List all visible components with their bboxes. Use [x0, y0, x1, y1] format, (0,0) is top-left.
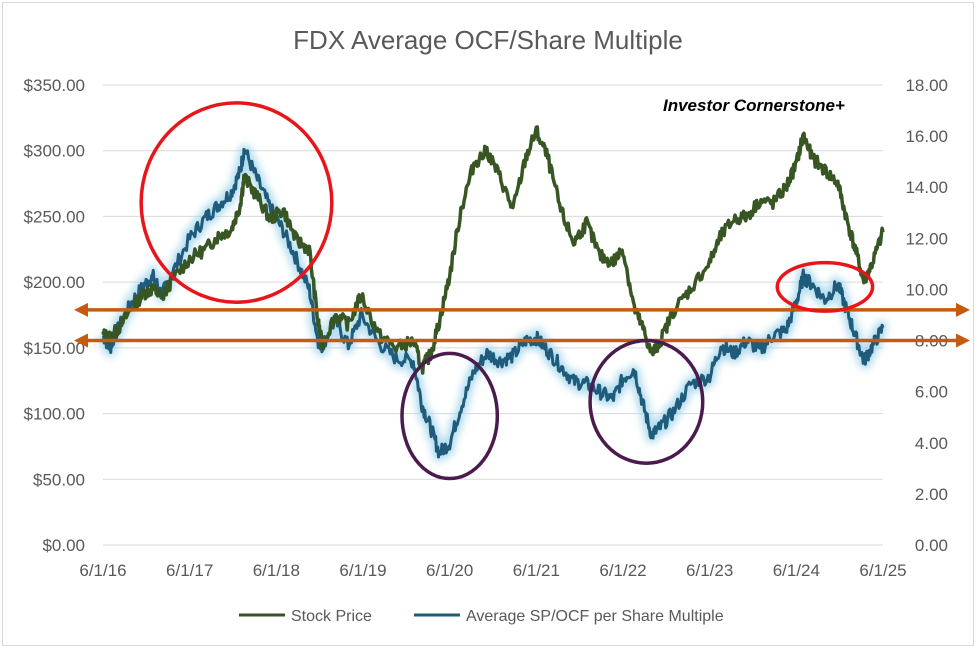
x-tick-label: 6/1/16 [79, 561, 126, 580]
right-tick-label: 18.00 [905, 76, 948, 95]
x-tick-label: 6/1/23 [686, 561, 733, 580]
right-tick-label: 12.00 [905, 229, 948, 248]
x-tick-label: 6/1/25 [859, 561, 906, 580]
highlight-ellipses [139, 101, 875, 481]
legend-label-multiple: Average SP/OCF per Share Multiple [466, 608, 724, 625]
highlight-ellipse [139, 101, 334, 304]
left-axis: $0.00 $50.00 $100.00 $150.00 $200.00 $250.00 $… [24, 76, 85, 555]
gridlines [103, 84, 883, 546]
x-tick-label: 6/1/19 [339, 561, 386, 580]
left-tick-label: $200.00 [24, 273, 85, 292]
x-axis: 6/1/16 6/1/17 6/1/18 6/1/19 6/1/20 6/1/21 6/1/… [79, 561, 906, 580]
series-stock-price-line [101, 125, 885, 375]
highlight-ellipse [400, 351, 500, 481]
right-tick-label: 16.00 [905, 127, 948, 146]
x-tick-label: 6/1/20 [426, 561, 473, 580]
right-tick-label: 10.00 [905, 280, 948, 299]
highlight-ellipse [775, 260, 875, 313]
series-multiple-glow [98, 144, 888, 462]
right-tick-label: 6.00 [915, 383, 948, 402]
x-tick-label: 6/1/22 [599, 561, 646, 580]
right-tick-label: 4.00 [915, 434, 948, 453]
highlight-ellipse [588, 338, 705, 465]
left-tick-label: $250.00 [24, 207, 85, 226]
right-axis: 0.002.004.006.008.0010.0012.0014.0016.00… [905, 76, 948, 555]
left-tick-label: $50.00 [33, 470, 85, 489]
chart-title: FDX Average OCF/Share Multiple [293, 25, 683, 55]
left-tick-label: $300.00 [24, 142, 85, 161]
right-tick-label: 0.00 [915, 536, 948, 555]
line-chart: FDX Average OCF/Share Multiple $0.00 $50.… [24, 25, 970, 625]
right-tick-label: 2.00 [915, 485, 948, 504]
right-tick-label: 14.00 [905, 178, 948, 197]
left-tick-label: $350.00 [24, 76, 85, 95]
left-tick-label: $150.00 [24, 339, 85, 358]
watermark-annotation: Investor Cornerstone+ [663, 96, 845, 115]
series-multiple-line [102, 147, 885, 459]
legend: Stock Price Average SP/OCF per Share Mul… [239, 608, 724, 625]
left-tick-label: $100.00 [24, 405, 85, 424]
x-tick-label: 6/1/18 [253, 561, 300, 580]
x-tick-label: 6/1/24 [773, 561, 820, 580]
left-tick-label: $0.00 [42, 536, 85, 555]
legend-label-stock-price: Stock Price [291, 608, 372, 625]
series-layer [98, 125, 888, 462]
x-tick-label: 6/1/21 [513, 561, 560, 580]
x-tick-label: 6/1/17 [166, 561, 213, 580]
